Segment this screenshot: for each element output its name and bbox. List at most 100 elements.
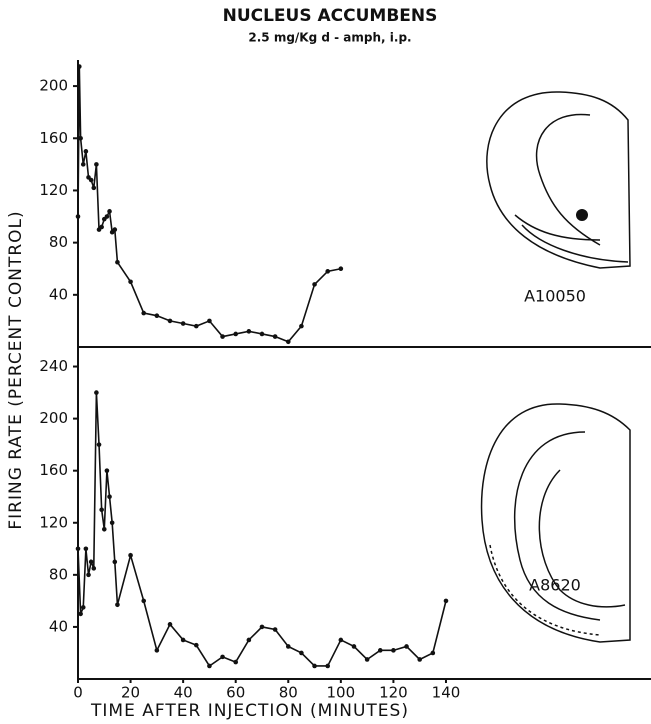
data-point <box>154 313 160 318</box>
brain-section-top <box>486 91 631 269</box>
y-tick-label: 80 <box>49 233 68 251</box>
x-tick-label: 80 <box>279 684 298 702</box>
chart-subtitle: 2.5 mg/Kg d - amph, i.p. <box>248 31 411 45</box>
y-tick-label: 160 <box>39 129 68 147</box>
data-point <box>128 553 133 558</box>
data-point <box>141 598 147 604</box>
data-point <box>285 644 291 649</box>
data-point <box>77 64 82 69</box>
data-point <box>80 605 86 610</box>
data-point <box>99 507 104 513</box>
data-point <box>207 318 212 324</box>
data-point <box>193 323 199 329</box>
x-tick-label: 0 <box>73 684 83 702</box>
data-point <box>312 663 317 669</box>
data-point <box>180 637 186 643</box>
data-point <box>299 323 304 329</box>
x-tick-label: 100 <box>327 684 356 702</box>
data-point <box>193 642 199 648</box>
data-point <box>443 598 449 604</box>
data-point <box>377 648 383 653</box>
data-point <box>99 224 104 230</box>
annotation: A8620 <box>529 576 581 595</box>
data-point <box>94 162 99 167</box>
y-tick-label: 240 <box>39 357 68 375</box>
y-tick-label: 120 <box>39 181 68 199</box>
data-point <box>88 559 94 565</box>
y-tick-label: 80 <box>49 565 68 583</box>
data-line <box>77 66 341 343</box>
y-tick-label: 200 <box>39 77 68 95</box>
data-point <box>115 259 120 265</box>
y-tick-label: 40 <box>49 617 68 635</box>
data-point <box>141 310 147 316</box>
data-point <box>75 546 81 552</box>
data-point <box>91 566 97 571</box>
data-point <box>94 390 99 395</box>
data-point <box>112 227 118 232</box>
data-point <box>272 627 278 632</box>
data-point <box>233 331 239 337</box>
data-point <box>75 214 81 219</box>
data-point <box>351 644 357 649</box>
data-point <box>272 334 278 339</box>
data-point <box>128 279 133 285</box>
data-point <box>180 321 186 326</box>
x-axis-label: TIME AFTER INJECTION (MINUTES) <box>90 701 409 721</box>
chart-title: NUCLEUS ACCUMBENS <box>223 6 438 26</box>
data-point <box>233 659 239 665</box>
brain-mark <box>576 209 588 221</box>
y-tick-label: 200 <box>39 409 68 427</box>
data-point <box>285 339 291 345</box>
y-tick-label: 160 <box>39 461 68 479</box>
x-tick-label: 60 <box>226 684 245 702</box>
data-point <box>259 331 265 337</box>
data-point <box>325 269 331 274</box>
data-point <box>154 648 160 653</box>
data-point <box>104 468 110 473</box>
data-point <box>207 663 212 669</box>
data-point <box>107 494 112 500</box>
data-point <box>417 657 422 662</box>
data-point <box>83 149 89 154</box>
data-point <box>364 657 370 662</box>
data-point <box>299 650 304 656</box>
data-point <box>325 663 331 669</box>
data-point <box>115 602 120 608</box>
y-tick-label: 120 <box>39 513 68 531</box>
data-point <box>78 611 83 617</box>
data-point <box>338 637 344 643</box>
data-point <box>391 648 396 653</box>
x-tick-label: 20 <box>121 684 140 702</box>
data-point <box>112 559 118 565</box>
data-point <box>259 624 265 630</box>
y-tick-label: 40 <box>49 285 68 303</box>
data-point <box>338 266 344 272</box>
data-point <box>88 177 94 183</box>
data-point <box>104 214 110 219</box>
data-point <box>246 329 252 334</box>
data-point <box>246 637 252 643</box>
data-point <box>167 622 173 627</box>
data-point <box>91 185 97 191</box>
x-tick-label: 140 <box>432 684 461 702</box>
annotation: A10050 <box>524 287 586 306</box>
data-point <box>220 334 225 339</box>
data-point <box>80 162 86 167</box>
data-point <box>78 135 83 141</box>
data-point <box>109 520 115 526</box>
data-point <box>107 209 112 214</box>
x-tick-label: 40 <box>174 684 193 702</box>
data-point <box>83 546 89 552</box>
data-point <box>220 654 225 660</box>
data-point <box>430 650 436 656</box>
data-point <box>167 318 173 324</box>
y-axis-label: FIRING RATE (PERCENT CONTROL) <box>6 210 26 529</box>
data-point <box>312 282 317 287</box>
data-point <box>86 572 91 578</box>
x-tick-label: 120 <box>379 684 408 702</box>
brain-section-bottom <box>480 403 631 643</box>
data-point <box>96 442 102 447</box>
data-point <box>101 526 107 532</box>
